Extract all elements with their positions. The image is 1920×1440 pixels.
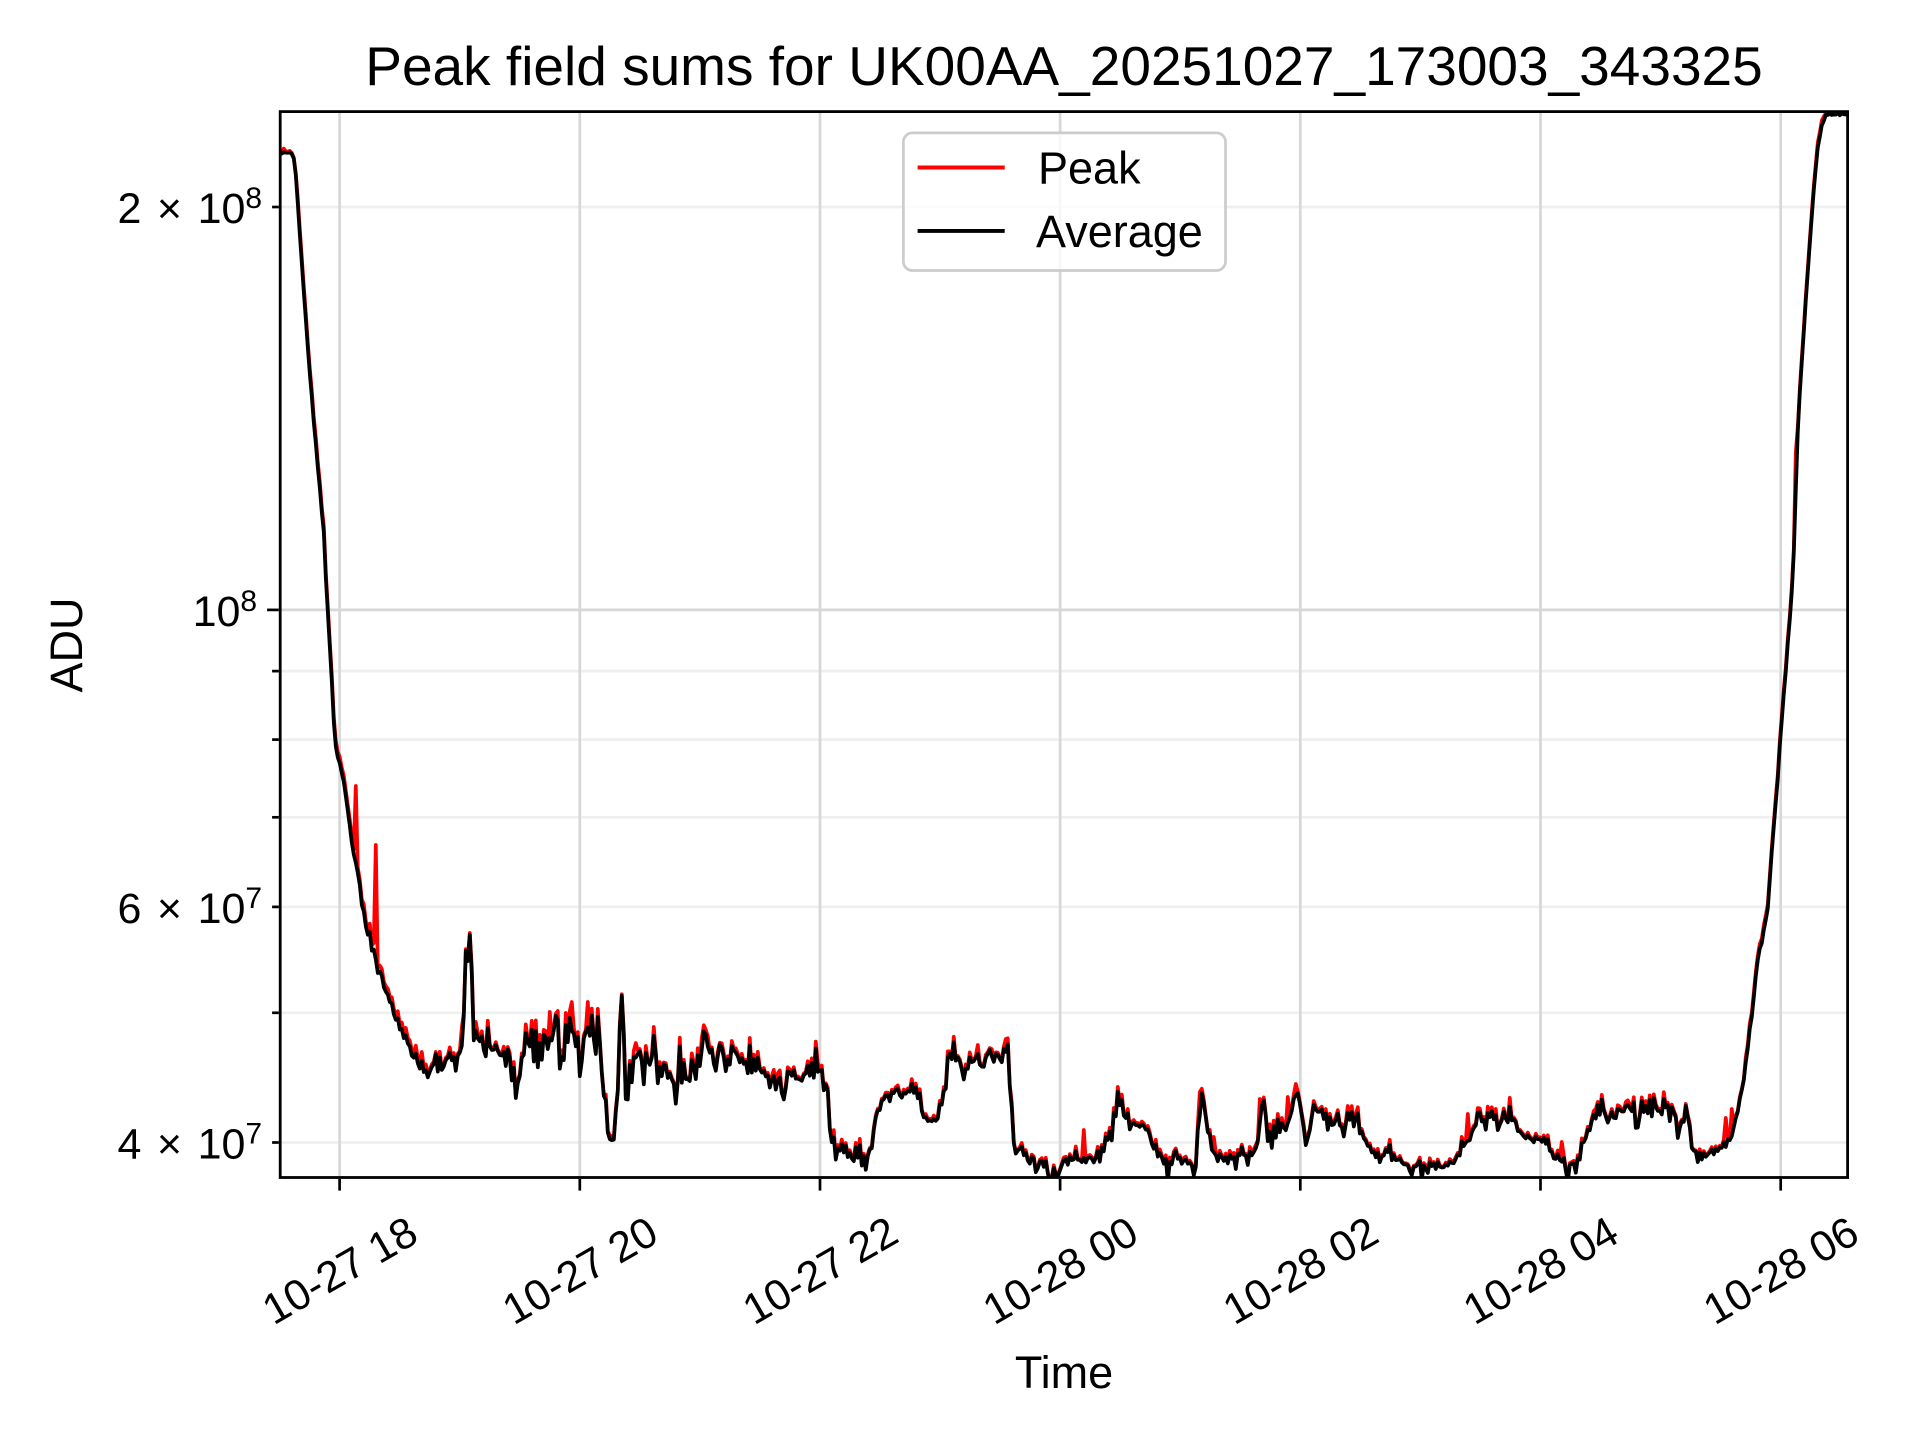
svg-text:4 × 107: 4 × 107 — [117, 1118, 262, 1169]
svg-text:Peak: Peak — [1038, 142, 1141, 193]
svg-text:Time: Time — [1015, 1347, 1113, 1398]
svg-text:Average: Average — [1036, 206, 1203, 257]
svg-text:2 × 108: 2 × 108 — [117, 182, 262, 233]
svg-text:ADU: ADU — [41, 597, 92, 692]
svg-text:6 × 107: 6 × 107 — [117, 882, 262, 933]
svg-text:Peak field sums for UK00AA_202: Peak field sums for UK00AA_20251027_1730… — [365, 35, 1762, 97]
